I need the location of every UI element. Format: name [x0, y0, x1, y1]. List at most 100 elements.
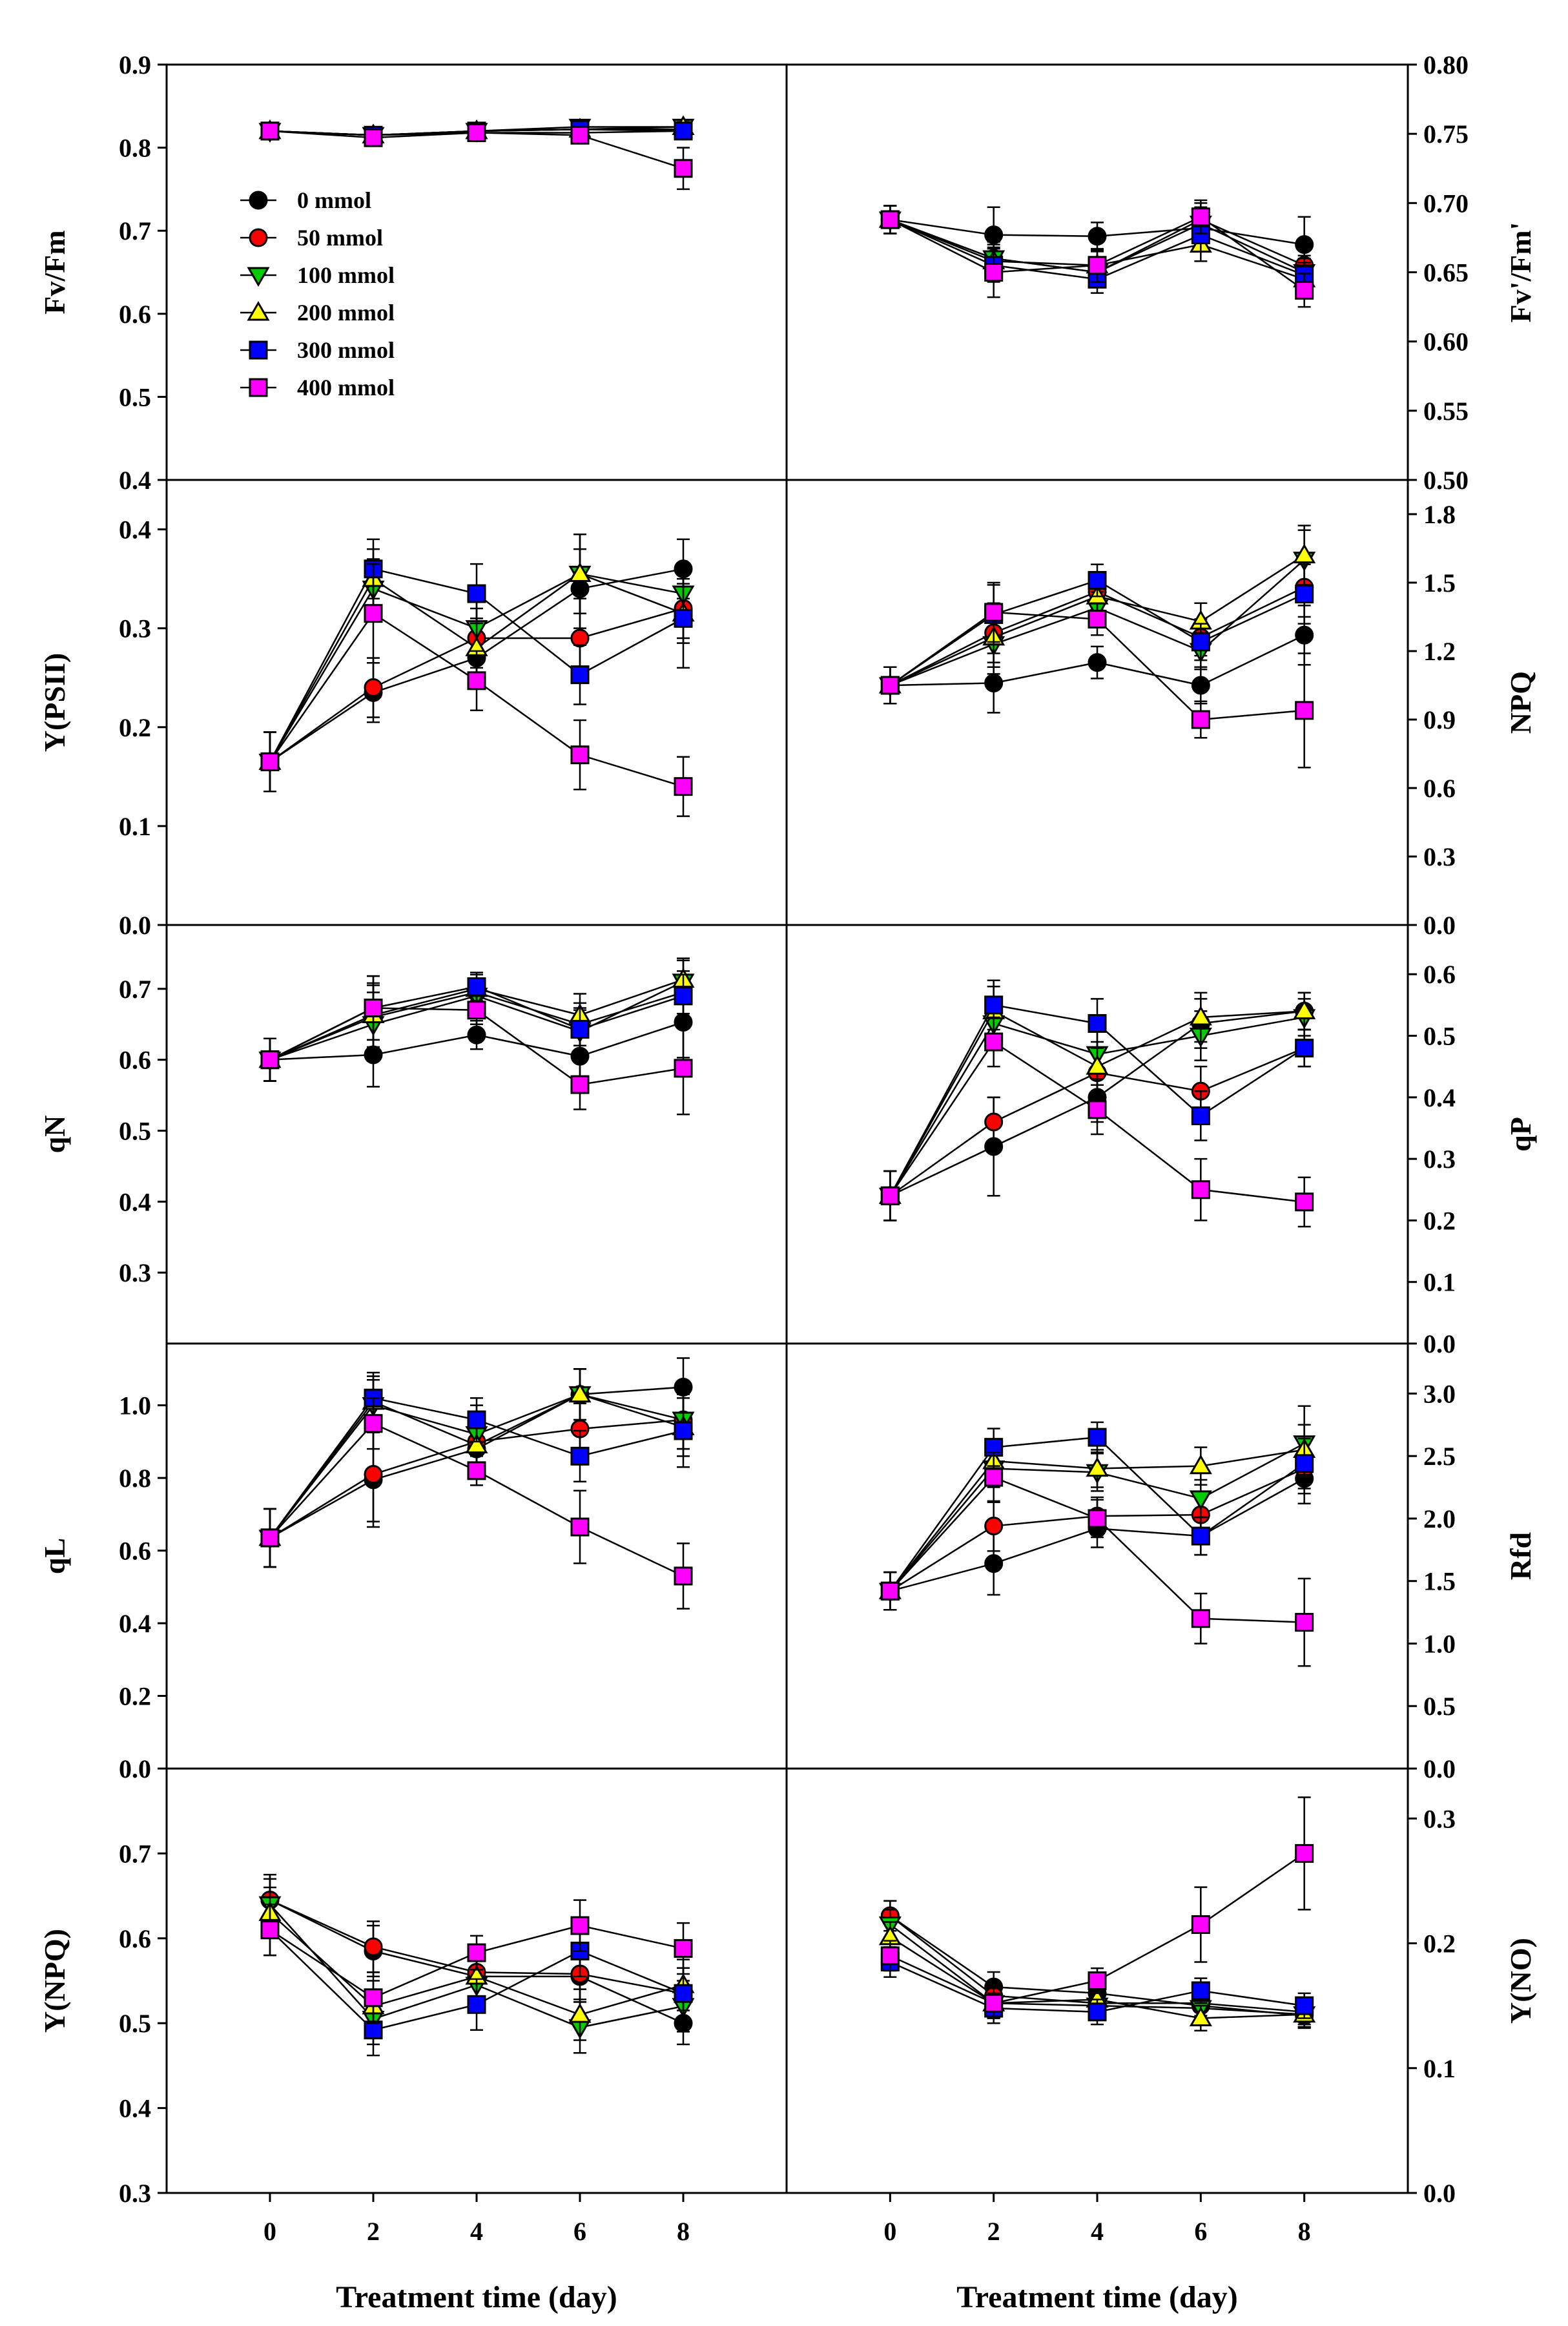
data-point: [674, 1059, 693, 1078]
data-point: [1088, 1509, 1107, 1528]
data-point: [674, 986, 693, 1006]
data-point: [984, 1554, 1004, 1573]
data-point: [984, 263, 1004, 282]
panel-ynpq: 0.3 0.4 0.5 0.6 0.7 Y(NPQ) 0 2 4 6 8 Treatment time…: [38, 1767, 788, 2314]
data-point: [467, 671, 486, 691]
data-point: [1295, 1454, 1314, 1473]
panel-fvfm: 0.4 0.5 0.6 0.7 0.8 0.9 Fv/Fm: [38, 50, 788, 495]
data-point: [880, 676, 900, 695]
y-tick-label: 0.1: [119, 812, 151, 841]
panel-qp: 0.0 0.1 0.2 0.3 0.4 0.5 0.6 qP: [785, 924, 1537, 1358]
series-400-mmol: [260, 1899, 693, 2024]
y-tick-label: 0.2: [119, 713, 151, 742]
y-tick-label: 0.9: [1423, 705, 1456, 734]
y-tick-label: 0.8: [119, 134, 151, 163]
y-tick-label: 0.80: [1423, 50, 1469, 79]
y-tick-label: 0.2: [1423, 1206, 1456, 1235]
data-point: [1191, 1106, 1210, 1125]
y-tick-label: 0.4: [119, 515, 151, 545]
y-tick-label: 0.6: [1423, 774, 1456, 803]
y-axis-title: NPQ: [1504, 671, 1537, 734]
y-tick-label: 0.4: [119, 1187, 151, 1216]
x-axis-title: Treatment time (day): [956, 2280, 1237, 2314]
y-tick-label: 0.60: [1423, 327, 1469, 357]
data-point: [1293, 999, 1316, 1019]
y-axis-title: Y(NO): [1504, 1938, 1537, 2024]
y-tick-label: 0.2: [119, 1682, 151, 1711]
data-point: [1191, 207, 1210, 227]
y-tick-label: 0.75: [1423, 119, 1469, 149]
panel-frame: [785, 479, 1409, 926]
series-400-mmol: [260, 563, 693, 817]
data-point: [674, 1421, 693, 1440]
data-point: [984, 1112, 1004, 1132]
data-point: [1088, 653, 1107, 672]
y-axis-title: Fv'/Fm': [1504, 222, 1537, 323]
series-300-mmol: [880, 979, 1314, 1221]
x-tick-label: 4: [1091, 2217, 1104, 2246]
data-point: [1295, 1996, 1314, 2015]
y-tick-label: 0.55: [1423, 397, 1469, 426]
x-tick-label: 2: [367, 2217, 380, 2246]
y-tick-label: 0.6: [119, 1537, 151, 1566]
data-point: [674, 121, 693, 141]
series-400-mmol: [880, 581, 1314, 769]
y-tick-label: 0.4: [119, 466, 151, 495]
legend-marker: [249, 191, 268, 210]
y-tick-label: 1.8: [1423, 500, 1456, 529]
series-400-mmol: [880, 1016, 1314, 1228]
data-point: [1295, 701, 1314, 720]
legend-label: 200 mmol: [297, 300, 395, 326]
data-point: [1191, 1981, 1210, 2000]
series-400-mmol: [260, 1397, 693, 1610]
y-tick-label: 0.7: [119, 1839, 151, 1868]
data-point: [984, 1032, 1004, 1052]
data-point: [1191, 676, 1210, 695]
data-point: [1293, 543, 1316, 564]
data-point: [1295, 1613, 1314, 1632]
data-point: [1295, 1192, 1314, 1212]
y-tick-label: 2.0: [1423, 1504, 1456, 1533]
y-tick-label: 0.3: [119, 614, 151, 643]
data-point: [1295, 625, 1314, 645]
y-tick-label: 0.70: [1423, 189, 1469, 218]
data-point: [1088, 570, 1107, 590]
data-point: [1088, 610, 1107, 629]
legend-label: 100 mmol: [297, 262, 395, 288]
y-tick-label: 0.5: [1423, 1022, 1456, 1051]
data-point: [568, 2003, 592, 2023]
y-tick-label: 0.7: [119, 216, 151, 245]
y-tick-label: 0.6: [119, 300, 151, 329]
panel-ypsii: 0.0 0.1 0.2 0.3 0.4 Y(PSII): [38, 479, 788, 940]
data-point: [1189, 1454, 1212, 1475]
y-tick-label: 0.0: [1423, 911, 1456, 940]
x-tick-label: 8: [1298, 2217, 1311, 2246]
y-tick-label: 0.4: [119, 2094, 151, 2123]
x-tick-label: 0: [263, 2217, 276, 2246]
data-point: [984, 1468, 1004, 1487]
data-point: [880, 1946, 900, 1966]
x-tick-label: 8: [677, 2217, 690, 2246]
y-axis-title: qN: [38, 1116, 71, 1154]
data-point: [364, 678, 383, 698]
y-tick-label: 0.0: [1423, 1754, 1456, 1783]
data-point: [674, 1566, 693, 1586]
y-tick-label: 1.0: [1423, 1629, 1456, 1658]
y-tick-label: 0.9: [119, 50, 151, 79]
y-tick-label: 0.6: [119, 1046, 151, 1075]
data-point: [674, 777, 693, 796]
data-point: [1088, 1013, 1107, 1033]
y-tick-label: 0.5: [1423, 1692, 1456, 1721]
data-point: [1191, 1526, 1210, 1546]
y-tick-label: 0.4: [119, 1609, 151, 1638]
data-point: [260, 752, 280, 771]
legend-marker: [247, 301, 270, 321]
series-400-mmol: [260, 975, 693, 1116]
y-tick-label: 1.5: [1423, 568, 1456, 597]
x-tick-label: 6: [1194, 2217, 1207, 2246]
data-point: [260, 1528, 280, 1548]
data-point: [467, 584, 486, 603]
y-tick-label: 0.5: [119, 2009, 151, 2038]
data-point: [570, 745, 590, 765]
y-tick-label: 0.4: [1423, 1083, 1456, 1112]
